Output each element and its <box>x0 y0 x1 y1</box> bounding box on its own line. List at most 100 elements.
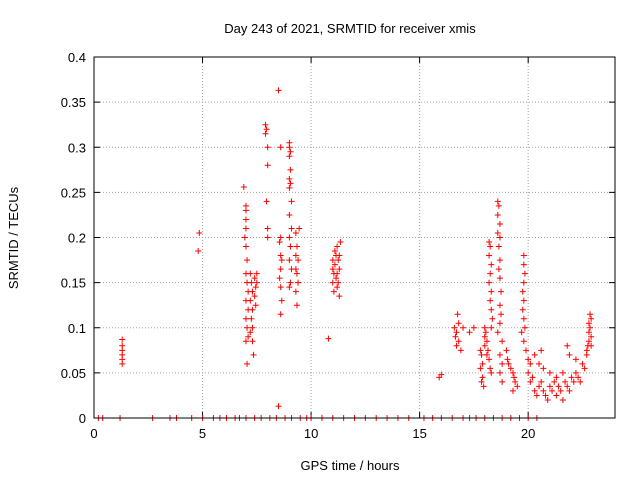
data-point-marker <box>581 365 588 372</box>
data-point-marker <box>292 252 299 259</box>
data-point-marker <box>334 243 341 250</box>
data-point-marker <box>477 365 484 372</box>
data-point-marker <box>329 266 336 273</box>
data-point-marker <box>486 356 493 363</box>
data-point-marker <box>466 329 473 336</box>
data-point-marker <box>509 369 516 376</box>
data-point-marker <box>457 347 464 354</box>
data-point-marker <box>330 288 337 295</box>
data-point-marker <box>520 338 527 345</box>
data-point-marker <box>296 225 303 232</box>
data-point-marker <box>286 234 293 241</box>
data-point-marker <box>559 396 566 403</box>
data-point-marker <box>287 148 294 155</box>
data-point-marker <box>507 365 514 372</box>
data-point-marker <box>336 252 343 259</box>
data-point-marker <box>588 342 595 349</box>
y-tick-label: 0.05 <box>61 366 86 381</box>
data-point-marker <box>249 324 256 331</box>
data-point-marker <box>525 369 532 376</box>
data-point-marker <box>264 234 271 241</box>
data-point-marker <box>494 229 501 236</box>
data-point-marker <box>546 383 553 390</box>
data-point-marker <box>512 378 519 385</box>
data-point-marker <box>575 374 582 381</box>
data-point-marker <box>335 257 342 264</box>
data-point-marker <box>486 239 493 246</box>
data-point-marker <box>521 270 528 277</box>
data-point-marker <box>240 183 247 190</box>
data-point-marker <box>331 248 338 255</box>
data-point-marker <box>277 252 284 259</box>
data-point-marker <box>557 387 564 394</box>
data-point-marker <box>518 329 525 336</box>
data-point-marker <box>286 144 293 151</box>
data-point-marker <box>293 302 300 309</box>
data-point-marker <box>555 383 562 390</box>
data-point-marker <box>252 284 259 291</box>
data-point-marker <box>253 270 260 277</box>
data-point-marker <box>288 225 295 232</box>
data-point-marker <box>286 211 293 218</box>
data-point-marker <box>495 266 502 273</box>
data-point-marker <box>195 248 202 255</box>
data-point-marker <box>337 239 344 246</box>
data-point-marker <box>263 198 270 205</box>
data-point-marker <box>499 360 506 367</box>
data-point-marker <box>119 336 126 343</box>
data-point-marker <box>496 220 503 227</box>
data-point-marker <box>262 121 269 128</box>
data-point-marker <box>275 87 282 94</box>
data-point-marker <box>488 324 495 331</box>
data-point-marker <box>480 383 487 390</box>
data-point-marker <box>263 126 270 133</box>
data-point-marker <box>583 347 590 354</box>
data-point-marker <box>536 383 543 390</box>
chart-title: Day 243 of 2021, SRMTID for receiver xmi… <box>224 21 476 36</box>
data-point-marker <box>481 333 488 340</box>
data-point-marker <box>196 229 203 236</box>
data-point-marker <box>486 252 493 259</box>
data-point-marker <box>486 279 493 286</box>
data-point-marker <box>248 279 255 286</box>
data-point-marker <box>527 378 534 385</box>
data-point-marker <box>470 324 477 331</box>
data-point-marker <box>275 403 282 410</box>
data-point-marker <box>499 338 506 345</box>
data-point-marker <box>481 324 488 331</box>
data-point-marker <box>519 306 526 313</box>
data-point-marker <box>286 175 293 182</box>
y-tick-label: 0.25 <box>61 185 86 200</box>
data-point-marker <box>287 243 294 250</box>
data-point-marker <box>525 356 532 363</box>
data-point-marker <box>333 275 340 282</box>
data-point-marker <box>496 275 503 282</box>
data-point-marker <box>546 369 553 376</box>
data-point-marker <box>278 257 285 264</box>
data-point-marker <box>520 315 527 322</box>
data-point-marker <box>242 243 249 250</box>
axes: 0 0.05 0.1 0.15 0.2 0.25 0.3 0.35 0.4 0 5 10 15 20 <box>61 50 615 441</box>
data-point-marker <box>336 293 343 300</box>
data-point-marker <box>277 311 284 318</box>
x-axis-label: GPS time / hours <box>301 458 400 473</box>
data-point-marker <box>579 360 586 367</box>
data-point-marker <box>496 351 503 358</box>
data-point-marker <box>487 297 494 304</box>
data-point-marker <box>252 302 259 309</box>
data-point-marker <box>242 216 249 223</box>
data-point-marker <box>287 166 294 173</box>
data-point-marker <box>483 351 490 358</box>
x-tick-label: 10 <box>304 426 318 441</box>
data-point-marker <box>521 324 528 331</box>
data-point-marker <box>277 144 284 151</box>
data-point-marker <box>519 288 526 295</box>
data-point-marker <box>286 184 293 191</box>
y-tick-label: 0.35 <box>61 95 86 110</box>
y-tick-label: 0 <box>79 411 86 426</box>
data-point-marker <box>452 333 459 340</box>
data-point-marker <box>292 266 299 273</box>
data-point-marker <box>479 374 486 381</box>
data-point-marker <box>276 275 283 282</box>
data-points <box>95 87 595 421</box>
